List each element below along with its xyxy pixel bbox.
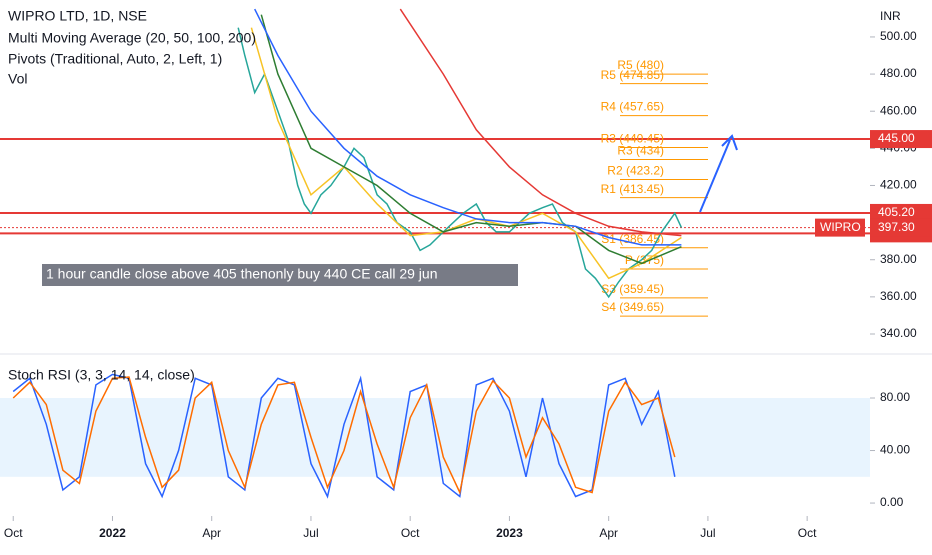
overlay: 340.00360.00380.00400.00420.00440.00460.… bbox=[4, 29, 932, 540]
x-tick-label: 2022 bbox=[99, 526, 126, 540]
x-tick-label: Apr bbox=[202, 526, 221, 540]
last-price-tag bbox=[870, 218, 932, 237]
pivot-label: R1 (413.45) bbox=[601, 182, 664, 196]
pivot-label: R2 (423.2) bbox=[607, 164, 664, 178]
y-tick-label: 420.00 bbox=[880, 178, 917, 192]
x-tick-label: Apr bbox=[599, 526, 618, 540]
level-label: 445.00 bbox=[878, 131, 915, 145]
series-line bbox=[12, 376, 676, 495]
series-line bbox=[254, 8, 682, 246]
last-name-tag bbox=[815, 218, 865, 237]
y-tick-label: 0.00 bbox=[880, 495, 904, 509]
y-tick-label: 340.00 bbox=[880, 326, 917, 340]
pivot-label: R4 (457.65) bbox=[601, 100, 664, 114]
level-label: 405.20 bbox=[878, 205, 915, 219]
series-line bbox=[237, 27, 683, 299]
pivot-label: S4 (349.65) bbox=[601, 300, 664, 314]
indicator: Vol bbox=[8, 71, 27, 87]
arrow bbox=[699, 134, 738, 213]
pivot-label: S1 (386.45) bbox=[601, 232, 664, 246]
currency: INR bbox=[880, 9, 901, 23]
pivot-label: P (375) bbox=[625, 253, 664, 267]
x-tick-label: Oct bbox=[401, 526, 420, 540]
x-tick-label: Oct bbox=[798, 526, 817, 540]
y-tick-label: 480.00 bbox=[880, 66, 917, 80]
pivot-label: R5 (474.85) bbox=[601, 68, 664, 82]
x-tick-label: Jul bbox=[303, 526, 318, 540]
y-tick-label: 460.00 bbox=[880, 103, 917, 117]
y-tick-label: 360.00 bbox=[880, 289, 917, 303]
series-line bbox=[260, 14, 682, 265]
annotation-box bbox=[42, 264, 518, 286]
indicator: Multi Moving Average (20, 50, 100, 200) bbox=[8, 30, 256, 46]
x-tick-label: 2023 bbox=[496, 526, 523, 540]
series-line bbox=[399, 8, 682, 237]
annotation: 1 hour candle close above 405 thenonly b… bbox=[46, 266, 438, 282]
y-tick-label: 380.00 bbox=[880, 252, 917, 266]
x-tick-label: Oct bbox=[4, 526, 23, 540]
price-pane: R5 (480)R5 (474.85) R4 (457.65) R3 (440.45… bbox=[0, 8, 870, 317]
indicator: Pivots (Traditional, Auto, 2, Left, 1) bbox=[8, 51, 222, 67]
last-name: WIPRO bbox=[820, 220, 861, 234]
series-line bbox=[250, 27, 682, 280]
pivot-label: R3 (434) bbox=[617, 144, 664, 158]
y-tick-label: 500.00 bbox=[880, 29, 917, 43]
last-price-label: 397.30 bbox=[878, 220, 915, 234]
x-tick-label: Jul bbox=[700, 526, 715, 540]
pivot-label: R3 (440.45) bbox=[601, 132, 664, 146]
level-tag bbox=[870, 130, 932, 149]
chart-title: WIPRO LTD, 1D, NSE bbox=[8, 8, 147, 24]
level-tag bbox=[870, 203, 932, 222]
indicator-title: Stoch RSI (3, 3, 14, 14, close) bbox=[8, 367, 195, 383]
pivot-label: R5 (480) bbox=[617, 58, 664, 72]
y-tick-label: 80.00 bbox=[880, 390, 910, 404]
y-tick-label: 40.00 bbox=[880, 443, 910, 457]
stoch-pane bbox=[0, 373, 870, 499]
